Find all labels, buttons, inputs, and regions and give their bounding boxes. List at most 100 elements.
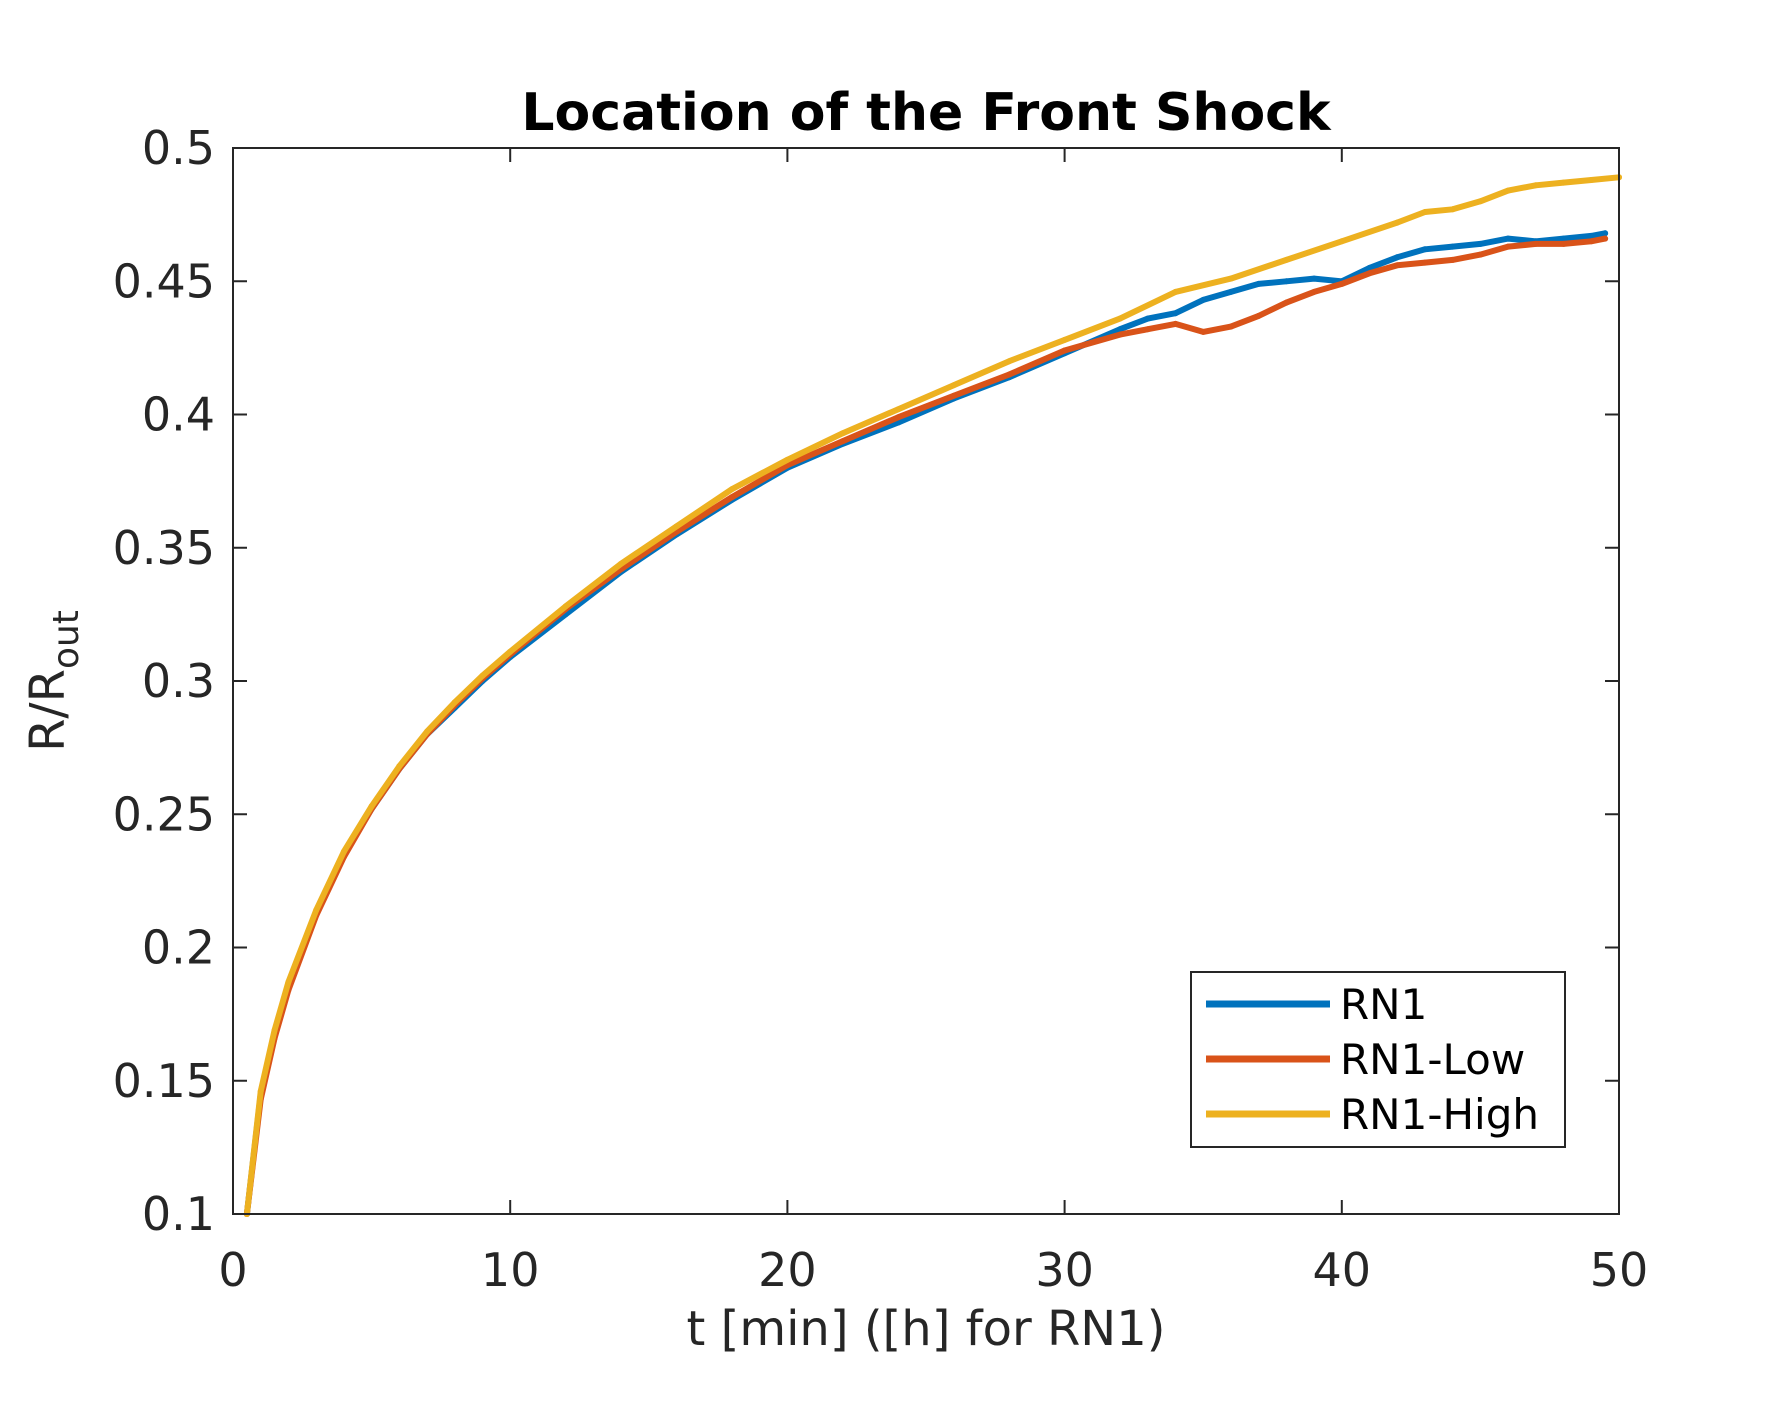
data-point-rn1-high [257, 1088, 264, 1095]
data-point-rn1-high [1172, 288, 1179, 295]
data-point-rn1 [1560, 235, 1567, 242]
data-point-rn1 [1477, 240, 1484, 247]
data-point-rn1 [1283, 278, 1290, 285]
data-point-rn1-high [451, 699, 458, 706]
data-point-rn1 [1200, 296, 1207, 303]
y-tick-label: 0.45 [113, 254, 215, 308]
plot-frame [232, 147, 1620, 1215]
series-layer [243, 174, 1622, 1217]
data-point-rn1-low [1006, 371, 1013, 378]
data-point-rn1-low [1283, 299, 1290, 306]
data-point-rn1 [1449, 243, 1456, 250]
data-point-rn1-high [1422, 209, 1428, 215]
y-tick-label: 0.1 [142, 1187, 215, 1241]
data-point-rn1-low [1255, 312, 1262, 319]
data-point-rn1-low [1338, 280, 1345, 287]
data-point-rn1-high [285, 979, 292, 986]
y-tick-label: 0.4 [142, 388, 215, 442]
y-axis-label: R/Rout [20, 610, 87, 752]
data-point-rn1-low [1061, 347, 1068, 354]
legend-label-rn1-high: RN1-High [1340, 1090, 1539, 1139]
data-point-rn1-low [1200, 328, 1207, 335]
data-point-rn1 [1117, 326, 1123, 333]
data-point-rn1-high [424, 728, 430, 735]
x-tick-label: 0 [218, 1243, 247, 1297]
data-point-rn1-high [507, 648, 514, 655]
x-tick-label: 40 [1313, 1243, 1372, 1297]
x-axis-label: t [min] ([h] for RN1) [687, 1301, 1166, 1357]
series-line-rn1-high [243, 174, 1622, 1217]
data-point-rn1-high [1338, 238, 1345, 245]
data-point-rn1-low [729, 494, 735, 501]
x-tick-label: 50 [1590, 1243, 1649, 1297]
data-point-rn1-low [1117, 331, 1123, 338]
data-point-rn1-high [950, 382, 957, 389]
data-point-rn1-high [1061, 336, 1068, 343]
data-point-rn1-high [1505, 187, 1512, 194]
data-point-rn1-high [1227, 275, 1234, 282]
data-point-rn1-low [1172, 320, 1179, 327]
data-point-rn1 [1366, 264, 1373, 271]
y-tick-label: 0.35 [113, 521, 215, 575]
data-point-rn1 [1588, 232, 1595, 239]
data-point-rn1 [1311, 275, 1318, 282]
legend-label-rn1: RN1 [1340, 980, 1427, 1029]
data-point-rn1-low [1227, 323, 1234, 330]
legend-label-rn1-low: RN1-Low [1340, 1035, 1525, 1084]
data-point-rn1-high [1006, 358, 1013, 365]
data-point-rn1 [1394, 254, 1401, 261]
data-point-rn1-high [839, 430, 846, 437]
data-point-rn1 [1602, 230, 1609, 237]
data-point-rn1-low [1532, 240, 1539, 247]
data-point-rn1-high [1449, 206, 1456, 213]
y-tick-label: 0.25 [113, 787, 215, 841]
data-point-rn1-high [729, 486, 735, 493]
data-point-rn1-high [1560, 179, 1567, 186]
x-tick-label: 30 [1035, 1243, 1094, 1297]
y-tick-label: 0.15 [113, 1054, 215, 1108]
data-point-rn1-low [950, 392, 957, 399]
data-point-rn1-high [313, 907, 320, 914]
data-point-rn1-low [1311, 288, 1318, 295]
data-point-rn1 [1505, 235, 1512, 242]
data-point-rn1 [1144, 315, 1151, 322]
data-point-rn1 [1422, 246, 1428, 253]
data-point-rn1-high [479, 672, 486, 679]
data-point-rn1-high [1117, 315, 1123, 322]
data-point-rn1-low [1602, 235, 1609, 242]
data-point-rn1-high [1532, 182, 1539, 189]
data-point-rn1-low [1394, 262, 1401, 269]
y-tick-label: 0.2 [142, 921, 215, 975]
data-point-rn1-high [1283, 256, 1290, 263]
y-axis-label-subscript: out [46, 610, 87, 669]
data-point-rn1-low [1366, 270, 1373, 277]
data-point-rn1 [1172, 310, 1179, 317]
data-point-rn1-high [784, 456, 791, 463]
data-point-rn1-high [340, 848, 347, 855]
data-point-rn1-high [1588, 177, 1595, 183]
chart-title: Location of the Front Shock [521, 83, 1332, 143]
data-point-rn1-high [368, 803, 375, 810]
data-point-rn1-low [1422, 259, 1428, 266]
data-point-rn1-low [1588, 238, 1595, 245]
data-point-rn1-high [618, 560, 625, 567]
y-tick-label: 0.3 [142, 654, 215, 708]
data-point-rn1-high [1477, 198, 1484, 205]
y-tick-label: 0.5 [142, 121, 215, 175]
data-point-rn1-low [895, 414, 902, 421]
data-point-rn1-high [562, 603, 569, 610]
series-rn1-high [243, 174, 1622, 1217]
data-point-rn1-low [1144, 326, 1151, 333]
data-point-rn1-high [895, 406, 902, 413]
data-point-rn1-high [396, 763, 403, 770]
legend: RN1 RN1-Low RN1-High [1190, 971, 1566, 1148]
data-point-rn1-low [839, 438, 846, 445]
data-point-rn1-high [673, 523, 680, 530]
y-axis-label-base: R/R [20, 669, 76, 752]
data-point-rn1-low [1477, 251, 1484, 258]
x-tick-labels: 0 10 20 30 40 50 [218, 1243, 1648, 1297]
data-point-rn1 [1227, 288, 1234, 295]
data-point-rn1-low [1505, 243, 1512, 250]
data-point-rn1-high [1394, 219, 1401, 226]
